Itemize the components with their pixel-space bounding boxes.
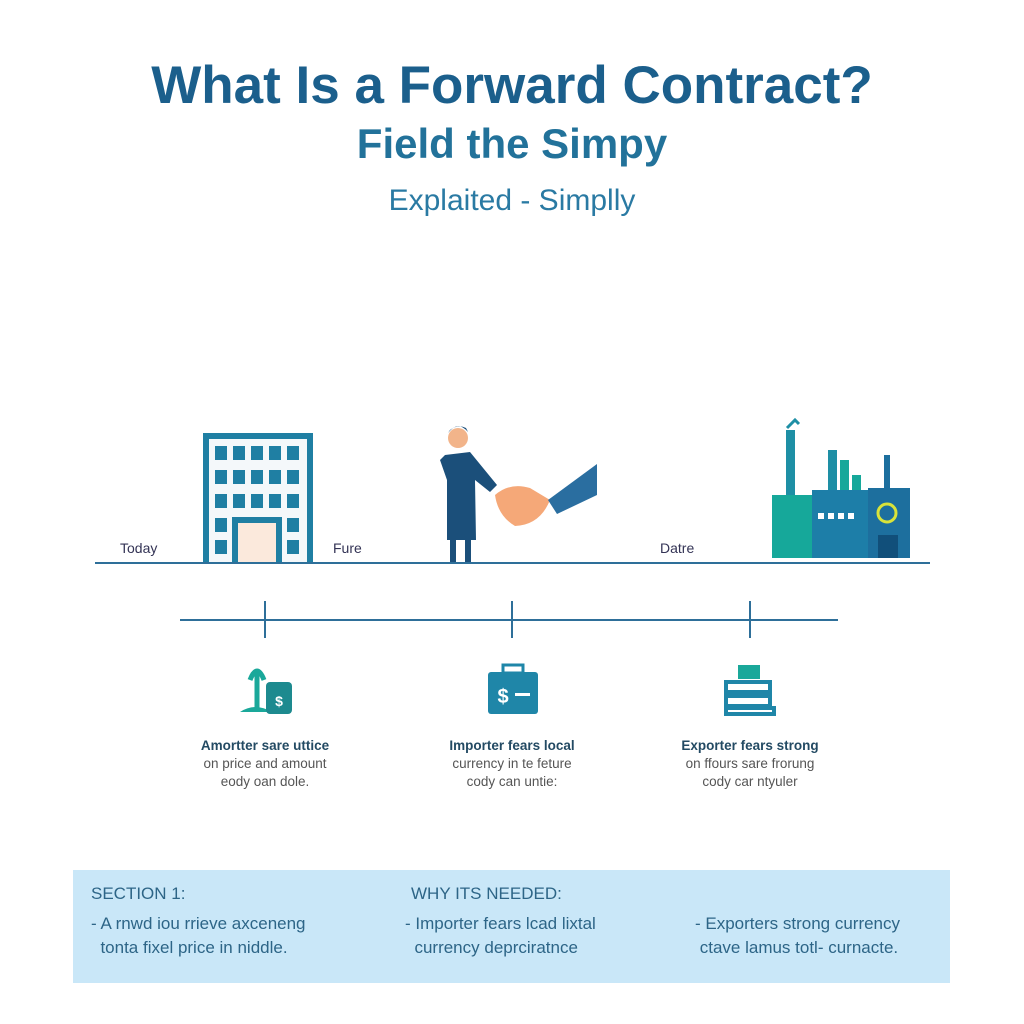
step-caption: Exporter fears strong on ffours sare fror…	[681, 738, 819, 789]
info-col-1: - A rnwd iou rrieve axceneng tonta fixel…	[91, 914, 306, 957]
timeline-label-future: Fure	[333, 540, 362, 556]
step-caption: Amortter sare uttice on price and amount e…	[200, 738, 330, 789]
subtitle: Field the Simpy	[356, 120, 668, 167]
step-caption: Importer fears local currency in te fetur…	[449, 738, 575, 789]
info-col-3: - Exporters strong currency ctave lamus …	[695, 914, 901, 957]
timeline-label-date: Datre	[660, 540, 695, 556]
svg-text:$: $	[497, 686, 508, 708]
page-title: What Is a Forward Contract?	[151, 56, 873, 115]
info-box: SECTION 1: WHY ITS NEEDED: - A rnwd iou …	[73, 870, 950, 983]
section-label: SECTION 1:	[91, 884, 186, 903]
info-col-2: - Importer fears lcad lixtal currency de…	[405, 914, 596, 957]
why-label: WHY ITS NEEDED:	[411, 884, 562, 903]
illustration: $ $	[95, 417, 930, 716]
timeline-label-today: Today	[120, 540, 158, 556]
person-handshake-icon	[440, 426, 597, 562]
cash-briefcase-icon: $	[488, 663, 538, 714]
crops-and-coins-icon: $	[240, 668, 292, 714]
stacked-goods-icon	[724, 665, 776, 716]
office-building-icon	[203, 433, 313, 563]
svg-text:$: $	[275, 693, 283, 709]
tagline: Explaited - Simplly	[388, 184, 636, 217]
factory-icon	[772, 417, 910, 558]
